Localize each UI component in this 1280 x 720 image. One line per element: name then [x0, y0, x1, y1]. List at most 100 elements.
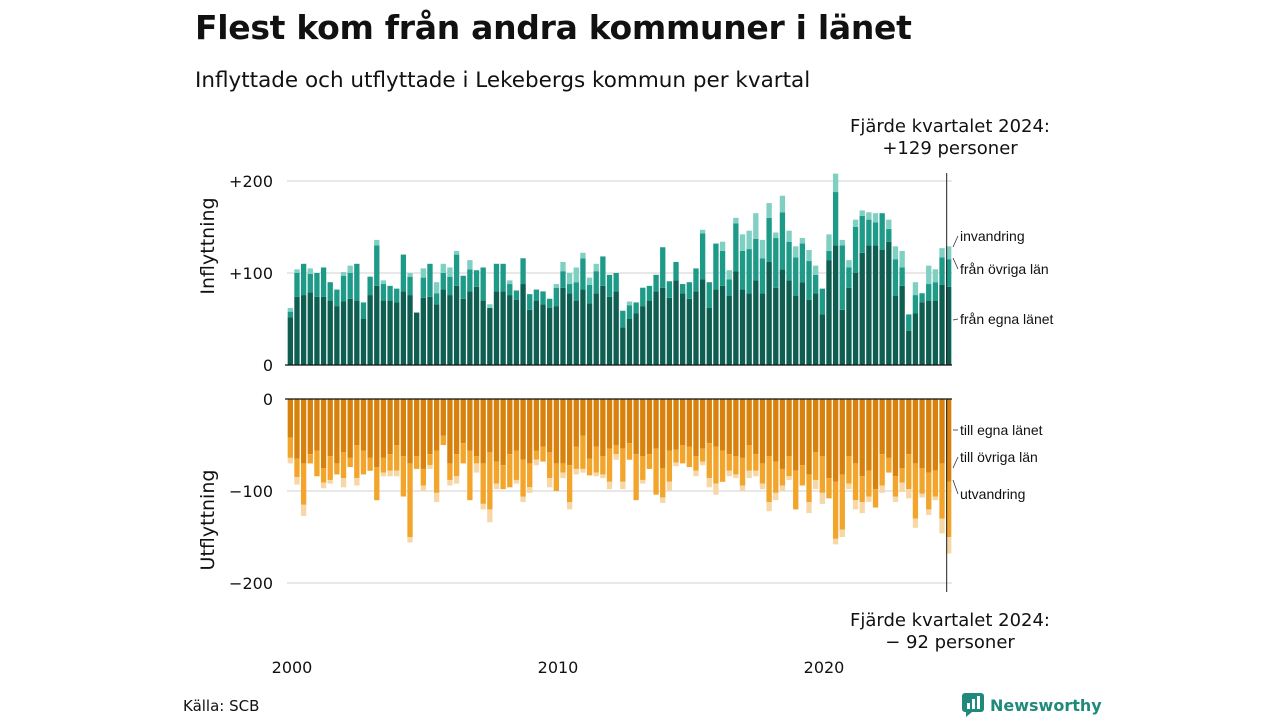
bar-in-segment	[440, 273, 446, 290]
bar-in-segment	[839, 309, 845, 365]
bar-in-segment	[314, 273, 320, 297]
bar-out-segment	[866, 399, 872, 471]
bar-out-segment	[593, 472, 599, 477]
bar-in-segment	[819, 288, 825, 315]
bar-in-segment	[453, 250, 460, 255]
bar-in-segment	[447, 276, 453, 296]
chart-title: Flest kom från andra kommuner i länet	[195, 8, 912, 47]
bar-in-segment	[307, 292, 313, 365]
bar-in-segment	[806, 250, 812, 262]
bar-out-segment	[753, 399, 759, 455]
bar-in-segment	[553, 306, 559, 365]
bar-in-segment	[493, 263, 500, 292]
bar-out-segment	[786, 476, 792, 480]
bar-in-segment	[813, 293, 819, 365]
bar-in-segment	[660, 287, 666, 365]
bar-out-segment	[360, 399, 367, 451]
bar-in-segment	[906, 330, 912, 365]
bar-out-segment	[626, 443, 633, 460]
bar-in-segment	[447, 267, 453, 277]
bar-in-segment	[580, 258, 586, 290]
bar-out-segment	[766, 456, 772, 503]
bar-in-segment	[719, 250, 726, 286]
bar-out-segment	[447, 479, 453, 486]
bar-in-segment	[872, 245, 879, 365]
bar-in-segment	[394, 302, 400, 365]
bar-in-segment	[939, 284, 945, 365]
x-tick-label: 2020	[804, 658, 845, 677]
bar-in-segment	[367, 295, 373, 365]
bar-in-segment	[467, 260, 473, 270]
bar-in-segment	[859, 252, 865, 365]
bar-out-segment	[899, 468, 905, 483]
bar-in-segment	[560, 271, 566, 288]
bar-in-segment	[473, 286, 480, 365]
bar-in-segment	[726, 279, 732, 296]
bar-out-segment	[580, 468, 586, 473]
bar-out-segment	[573, 468, 579, 475]
bar-in-segment	[699, 229, 706, 234]
bar-in-segment	[513, 290, 520, 300]
bar-out-segment	[600, 456, 606, 475]
bar-out-segment	[892, 399, 899, 477]
bar-out-segment	[846, 399, 852, 457]
bar-out-segment	[859, 502, 865, 514]
bar-out-segment	[686, 399, 692, 447]
bar-in-segment	[826, 250, 832, 261]
bar-out-segment	[633, 399, 639, 455]
bar-in-segment	[926, 265, 932, 285]
bar-in-segment	[566, 293, 573, 365]
bar-in-segment	[839, 239, 845, 246]
bar-in-segment	[307, 273, 313, 293]
bar-out-segment	[606, 399, 613, 449]
bar-in-segment	[420, 268, 426, 278]
bar-in-segment	[719, 285, 726, 365]
bar-out-segment	[886, 457, 892, 473]
bar-out-segment	[367, 399, 373, 458]
bar-out-segment	[946, 399, 952, 482]
bar-out-segment	[926, 399, 932, 473]
bar-out-segment	[347, 457, 353, 468]
bar-out-segment	[713, 399, 719, 447]
bar-out-segment	[527, 487, 533, 493]
bar-out-segment	[813, 399, 819, 453]
bar-in-segment	[786, 230, 792, 242]
bar-in-segment	[467, 269, 473, 292]
bar-in-segment	[407, 295, 413, 365]
bar-in-segment	[560, 287, 566, 365]
bar-out-segment	[513, 450, 520, 480]
bar-out-segment	[493, 483, 500, 490]
bar-out-segment	[926, 509, 932, 515]
bar-out-segment	[806, 474, 812, 503]
bar-in-segment	[387, 300, 393, 365]
bar-out-segment	[866, 470, 872, 497]
series-label-in: från övriga län	[960, 261, 1049, 277]
bar-in-segment	[759, 258, 766, 294]
bar-out-segment	[374, 467, 380, 501]
bar-out-segment	[633, 454, 639, 501]
bar-out-segment	[420, 485, 426, 491]
bar-out-segment	[939, 463, 945, 519]
bar-out-segment	[939, 399, 945, 464]
bar-in-segment	[646, 300, 653, 365]
bar-in-segment	[912, 282, 919, 296]
bar-in-segment	[493, 291, 500, 365]
bar-out-segment	[846, 456, 852, 484]
bar-in-segment	[693, 291, 699, 365]
bar-in-segment	[759, 239, 766, 259]
bar-in-segment	[726, 270, 732, 280]
bar-out-segment	[773, 399, 779, 462]
bar-out-segment	[786, 456, 792, 477]
bar-in-segment	[613, 273, 619, 292]
bar-in-segment	[839, 245, 845, 310]
bar-in-segment	[766, 217, 772, 262]
axes	[285, 173, 952, 592]
bar-in-segment	[932, 300, 939, 365]
bar-out-segment	[859, 399, 865, 477]
bar-in-segment	[520, 284, 526, 365]
bar-out-segment	[354, 478, 360, 486]
bar-in-segment	[460, 298, 466, 365]
grid	[287, 180, 952, 584]
leader-line	[952, 456, 959, 469]
bar-out-segment	[673, 449, 679, 463]
